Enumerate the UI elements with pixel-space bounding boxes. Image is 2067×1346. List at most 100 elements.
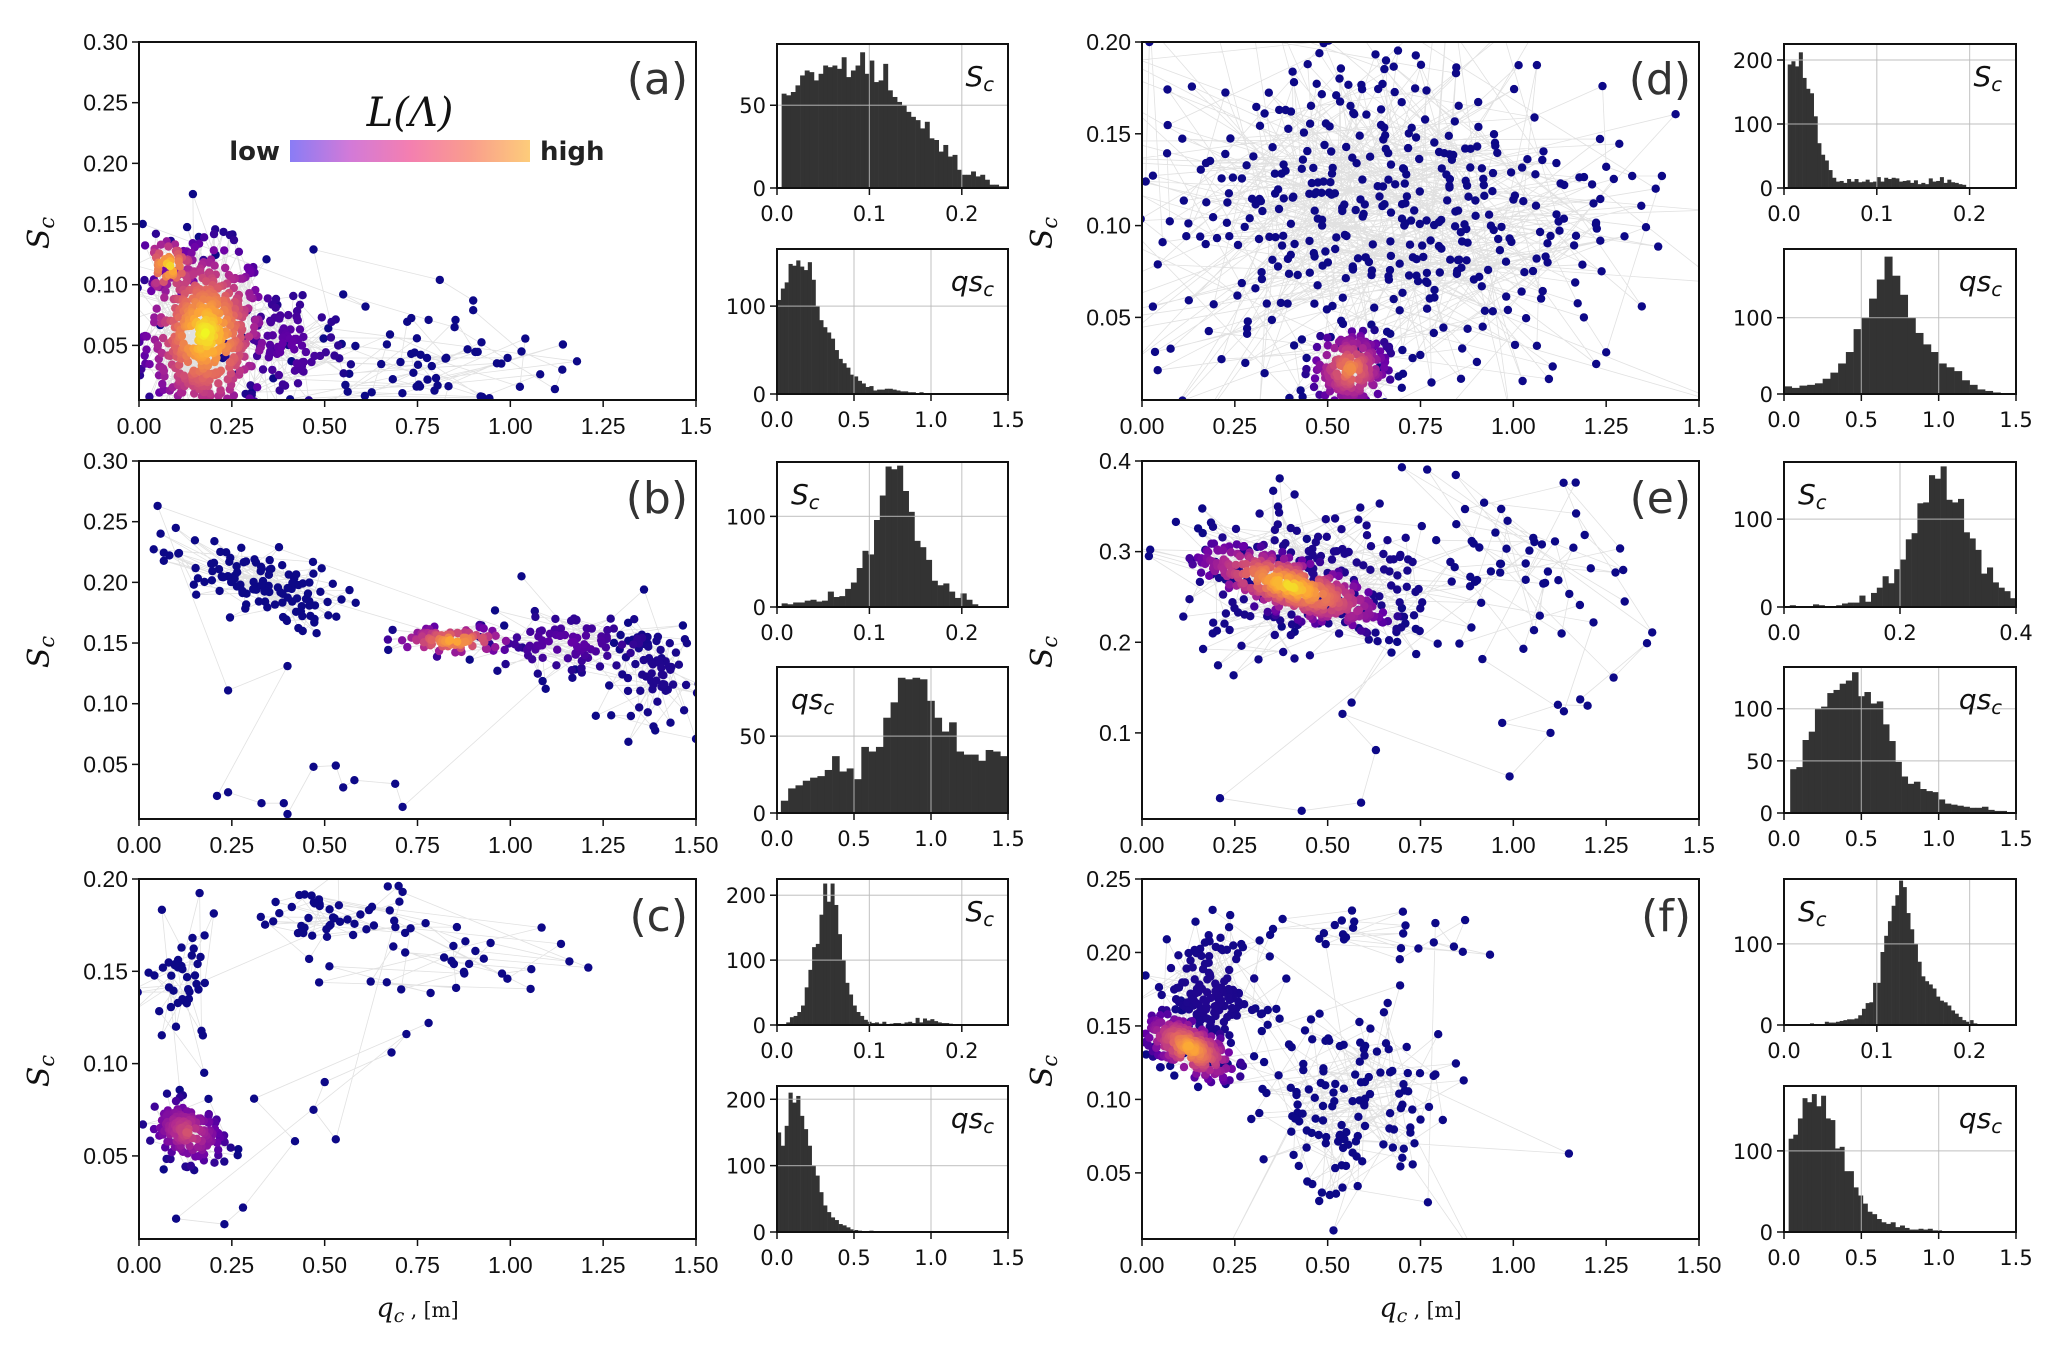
data-point xyxy=(337,595,346,604)
data-point xyxy=(278,561,287,570)
data-point xyxy=(1288,67,1297,76)
y-tick-label: 0.10 xyxy=(1086,213,1131,239)
data-point xyxy=(674,660,684,669)
data-point xyxy=(624,737,633,746)
data-point xyxy=(1221,88,1230,97)
data-point xyxy=(1247,1005,1257,1015)
x-tick-label: 0.0 xyxy=(1767,827,1800,851)
histogram-bar xyxy=(852,1005,857,1025)
data-point xyxy=(209,229,219,239)
data-point xyxy=(190,441,198,449)
data-point xyxy=(116,319,124,327)
data-point xyxy=(481,644,491,653)
data-point xyxy=(1153,366,1162,375)
data-point xyxy=(182,222,192,232)
data-point xyxy=(1362,110,1371,119)
data-point xyxy=(1416,60,1426,69)
data-point xyxy=(1452,520,1461,529)
data-point xyxy=(1237,278,1247,288)
data-point xyxy=(1289,78,1299,87)
data-point xyxy=(1306,101,1316,111)
data-point xyxy=(398,802,407,812)
y-axis-label: Sc xyxy=(1025,1055,1062,1088)
data-point xyxy=(187,248,196,258)
data-point xyxy=(201,277,211,286)
plot-background xyxy=(139,879,696,1239)
x-tick-label: 1.0 xyxy=(914,827,947,851)
data-point xyxy=(1423,1198,1433,1207)
data-point xyxy=(275,909,284,918)
data-point xyxy=(644,642,653,651)
data-point xyxy=(444,382,453,391)
data-point xyxy=(1451,470,1461,480)
histogram-bar xyxy=(790,92,796,188)
data-point xyxy=(310,351,319,361)
histogram-bar xyxy=(971,171,976,188)
data-point xyxy=(1223,198,1232,207)
data-point xyxy=(1238,943,1248,952)
histogram-bar xyxy=(992,751,1001,813)
histogram-bar xyxy=(1847,1019,1852,1025)
data-point xyxy=(179,371,189,380)
data-point xyxy=(388,375,397,384)
y-tick-label: 100 xyxy=(1733,307,1773,331)
data-point xyxy=(1415,187,1425,196)
data-point xyxy=(401,948,410,957)
data-point xyxy=(1648,628,1657,637)
data-point xyxy=(537,923,546,932)
data-point xyxy=(1318,589,1328,599)
data-point xyxy=(1398,1153,1407,1163)
data-point xyxy=(1472,357,1482,367)
histogram-bar xyxy=(830,883,835,1025)
histogram-bar xyxy=(1985,390,1994,394)
x-tick-label: 1.25 xyxy=(1584,1252,1629,1278)
data-point xyxy=(1412,271,1421,280)
data-point xyxy=(1309,248,1319,258)
histogram-bar xyxy=(1839,683,1847,813)
x-tick-label: 1.5 xyxy=(991,408,1024,432)
data-point xyxy=(1422,268,1432,278)
histogram-bar xyxy=(798,602,806,607)
data-point xyxy=(1221,149,1230,159)
histogram-bar xyxy=(1939,177,1944,188)
histogram-bar xyxy=(888,388,893,394)
data-point xyxy=(463,345,472,354)
data-point xyxy=(1359,1044,1369,1054)
data-point xyxy=(1269,486,1278,495)
data-point xyxy=(1226,1038,1236,1048)
data-point xyxy=(1341,274,1351,283)
histogram-bar xyxy=(1917,503,1924,607)
data-point xyxy=(193,959,202,969)
histogram-bar xyxy=(919,679,928,813)
data-point xyxy=(1284,124,1293,133)
histogram-bar xyxy=(1876,279,1885,394)
data-point xyxy=(210,261,219,270)
histogram-bar xyxy=(994,184,1000,188)
histogram-bar xyxy=(926,559,933,608)
histogram-bar xyxy=(1854,179,1859,188)
x-tick-label: 0.5 xyxy=(837,1246,870,1270)
data-point xyxy=(309,245,318,254)
panel-c: 0.00 0.25 0.50 0.75 1.00 1.25 1.500.050.100.15… xyxy=(22,866,1025,1327)
data-point xyxy=(1352,350,1362,359)
histogram-bar xyxy=(1799,385,1808,394)
y-tick-label: 100 xyxy=(726,1155,766,1179)
histogram-bar xyxy=(856,568,863,607)
y-tick-label: 0 xyxy=(753,596,766,620)
histogram-bar xyxy=(1835,1148,1840,1232)
histogram-bar xyxy=(850,582,857,607)
data-point xyxy=(1467,623,1476,632)
histogram-bar xyxy=(1876,701,1884,813)
data-point xyxy=(1382,342,1391,351)
data-point xyxy=(1232,954,1241,964)
x-tick-label: 1.0 xyxy=(1922,1246,1955,1270)
data-point xyxy=(1398,907,1408,916)
histogram-bar xyxy=(810,777,818,813)
data-point xyxy=(1226,134,1235,143)
histogram-bar xyxy=(1802,1098,1808,1232)
data-point xyxy=(1163,1010,1172,1019)
data-point xyxy=(1297,164,1307,173)
data-point xyxy=(1384,175,1393,184)
colorbar-low-label: low xyxy=(229,137,280,167)
